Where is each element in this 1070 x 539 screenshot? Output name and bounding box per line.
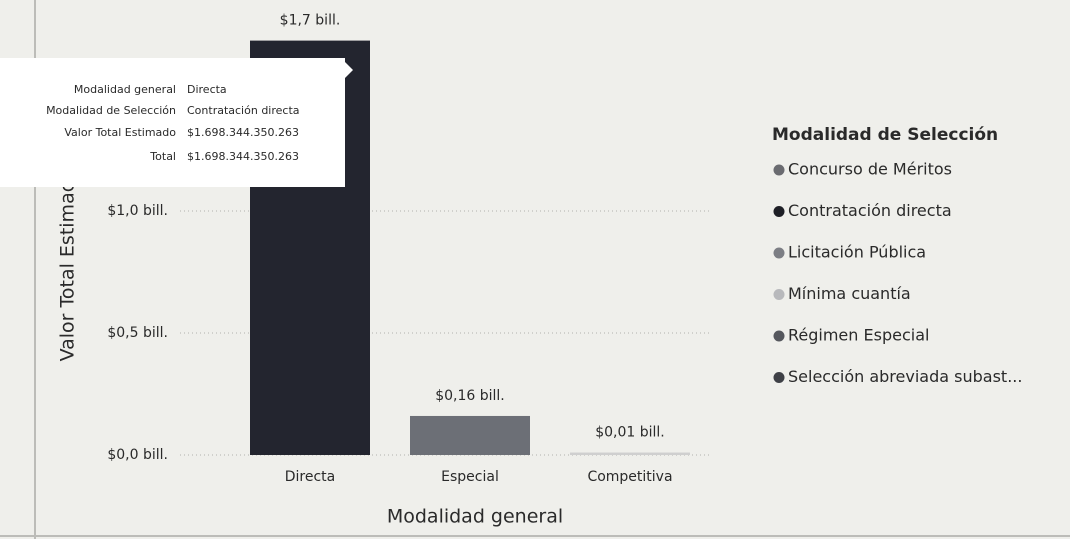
legend-title: Modalidad de Selección [772, 125, 998, 145]
tooltip-value: Contratación directa [187, 104, 300, 117]
y-tick-label: $0,5 bill. [107, 325, 168, 341]
x-axis-title: Modalidad general [387, 506, 563, 528]
legend-label: Selección abreviada subast... [788, 367, 1022, 386]
bar [570, 452, 690, 455]
y-tick-label: $1,0 bill. [107, 203, 168, 219]
legend-label: Licitación Pública [788, 243, 926, 262]
data-label: $1,7 bill. [280, 13, 341, 29]
legend-marker [773, 289, 785, 300]
x-tick-label: Competitiva [587, 469, 672, 485]
y-tick-label: $0,0 bill. [107, 447, 168, 463]
tooltip-label: Valor Total Estimado [64, 126, 176, 139]
bar [410, 415, 530, 455]
x-tick-label: Especial [441, 469, 499, 485]
data-label: $0,01 bill. [595, 425, 665, 441]
legend-marker [773, 206, 785, 217]
legend-marker [773, 247, 785, 259]
legend-marker [773, 164, 785, 176]
legend-label: Concurso de Méritos [788, 160, 952, 179]
tooltip-label: Modalidad general [74, 83, 176, 96]
legend-marker [773, 330, 785, 342]
legend-marker [773, 372, 785, 383]
x-tick-label: Directa [285, 469, 336, 485]
tooltip-label: Modalidad de Selección [46, 104, 176, 117]
tooltip [0, 58, 345, 187]
legend-label: Contratación directa [788, 201, 952, 220]
legend-label: Mínima cuantía [788, 284, 911, 303]
tooltip-label: Total [149, 150, 176, 163]
tooltip-value: $1.698.344.350.263 [187, 126, 299, 139]
tooltip-value: Directa [187, 83, 227, 96]
legend-label: Régimen Especial [788, 326, 929, 345]
y-axis-title: Valor Total Estimado [57, 169, 79, 362]
tooltip-value: $1.698.344.350.263 [187, 150, 299, 163]
data-label: $0,16 bill. [435, 388, 505, 404]
tooltip-pointer [345, 62, 353, 78]
